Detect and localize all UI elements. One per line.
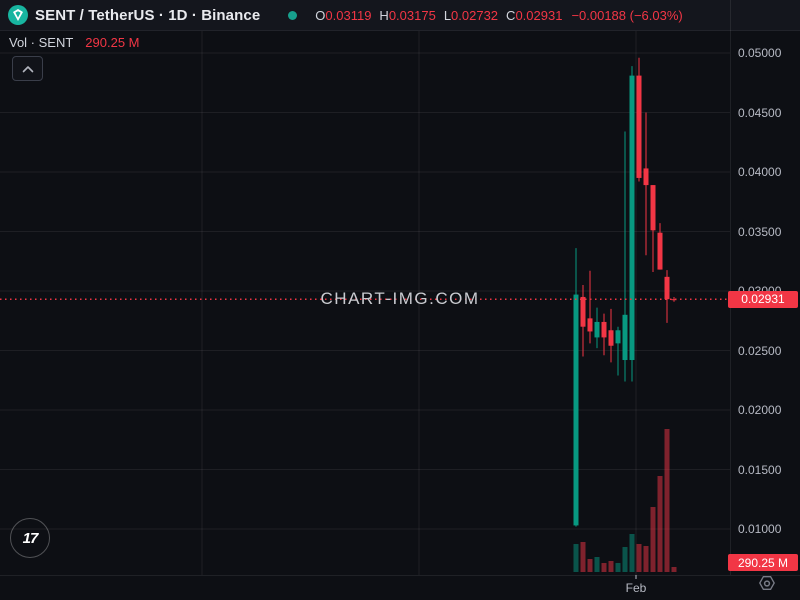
price-axis-label: 0.02500 <box>738 343 782 358</box>
price-axis-label: 0.01000 <box>738 522 782 536</box>
close-value: 0.02931 <box>515 7 563 23</box>
candle-body <box>629 75 635 361</box>
symbol-title[interactable]: SENT / TetherUS · 1D · Binance <box>35 6 261 24</box>
volume-bar <box>664 428 670 572</box>
volume-bar <box>587 558 593 572</box>
close-label: C <box>506 7 516 23</box>
price-axis-label: 0.04500 <box>738 105 782 120</box>
low-value: 0.02732 <box>451 7 499 23</box>
volume-bar <box>608 560 614 572</box>
candle-body <box>650 185 656 231</box>
price-axis[interactable]: 0.050000.045000.040000.035000.030000.025… <box>730 0 800 575</box>
market-status-icon <box>288 10 298 20</box>
chevron-up-icon <box>22 65 33 72</box>
tradingview-logo-text: 17 <box>22 529 39 547</box>
candle-body <box>601 321 607 338</box>
current-volume-badge: 290.25 M <box>728 554 798 571</box>
volume-legend[interactable]: Vol · SENT 290.25 M <box>9 35 140 50</box>
low-label: L <box>443 7 452 23</box>
open-value: 0.03119 <box>325 7 372 23</box>
candle-body <box>608 330 614 346</box>
open-label: O <box>315 7 326 23</box>
price-axis-label: 0.05000 <box>738 46 782 60</box>
price-axis-label: 0.03500 <box>738 224 782 239</box>
shield-glyph-icon <box>13 9 23 21</box>
volume-bar <box>601 563 607 572</box>
volume-bar <box>622 547 628 572</box>
candle-body <box>671 299 677 301</box>
candle-body <box>636 75 642 178</box>
legend-header: SENT / TetherUS · 1D · Binance O 0.03119 … <box>0 0 800 31</box>
volume-bar <box>650 507 656 572</box>
symbol-logo-icon <box>8 5 28 25</box>
volume-bar <box>594 556 600 572</box>
price-axis-label: 0.02000 <box>738 403 782 417</box>
volume-bar <box>636 544 642 572</box>
volume-bar <box>671 566 677 572</box>
high-label: H <box>379 7 389 23</box>
collapse-legend-button[interactable] <box>12 56 43 81</box>
volume-bar <box>580 541 586 572</box>
volume-legend-value: 290.25 M <box>85 35 140 50</box>
change-value: −0.00188 (−6.03%) <box>571 7 683 23</box>
candle-body <box>573 294 579 526</box>
candle-body <box>664 276 670 300</box>
volume-bar <box>657 475 663 572</box>
time-axis-label: Feb <box>625 581 647 595</box>
volume-bar <box>573 544 579 572</box>
time-axis[interactable]: Feb <box>0 575 800 600</box>
candle-body <box>580 296 586 327</box>
price-axis-label: 0.04000 <box>738 165 782 179</box>
volume-bar <box>643 546 649 572</box>
price-axis-label: 0.01500 <box>738 462 782 477</box>
high-value: 0.03175 <box>388 7 436 23</box>
candle-body <box>587 318 593 332</box>
tradingview-logo[interactable]: 17 <box>10 518 50 558</box>
volume-bar <box>615 563 621 572</box>
axis-settings-gear-icon[interactable] <box>756 574 778 594</box>
volume-bar <box>629 533 635 572</box>
candle-body <box>615 330 621 344</box>
candle-body <box>594 321 600 338</box>
candle-body <box>622 314 628 361</box>
volume-legend-label: Vol · SENT <box>9 35 74 50</box>
candle-body <box>643 168 649 186</box>
ohlc-values: O 0.03119 H 0.03175 L 0.02732 C 0.02931 −0.0… <box>307 8 682 23</box>
current-price-badge: 0.02931 <box>728 290 798 308</box>
candle-body <box>657 232 663 270</box>
